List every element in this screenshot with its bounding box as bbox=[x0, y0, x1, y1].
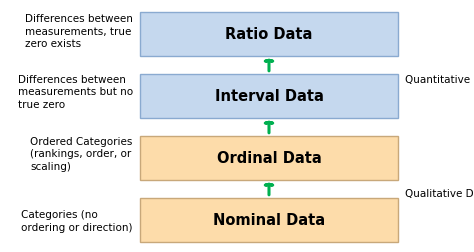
Text: Differences between
measurements but no
true zero: Differences between measurements but no … bbox=[18, 75, 133, 109]
FancyBboxPatch shape bbox=[140, 74, 398, 118]
FancyBboxPatch shape bbox=[140, 136, 398, 180]
Text: Categories (no
ordering or direction): Categories (no ordering or direction) bbox=[21, 209, 133, 232]
Text: Differences between
measurements, true
zero exists: Differences between measurements, true z… bbox=[25, 14, 133, 49]
Text: Ordinal Data: Ordinal Data bbox=[217, 151, 321, 166]
FancyBboxPatch shape bbox=[140, 13, 398, 57]
FancyBboxPatch shape bbox=[140, 198, 398, 242]
Text: Quantitative Data: Quantitative Data bbox=[405, 74, 474, 84]
Text: Ratio Data: Ratio Data bbox=[225, 27, 313, 42]
Text: Ordered Categories
(rankings, order, or
scaling): Ordered Categories (rankings, order, or … bbox=[30, 136, 133, 171]
Text: Nominal Data: Nominal Data bbox=[213, 212, 325, 227]
Text: Qualitative Data: Qualitative Data bbox=[405, 188, 474, 198]
Text: Interval Data: Interval Data bbox=[215, 89, 323, 104]
